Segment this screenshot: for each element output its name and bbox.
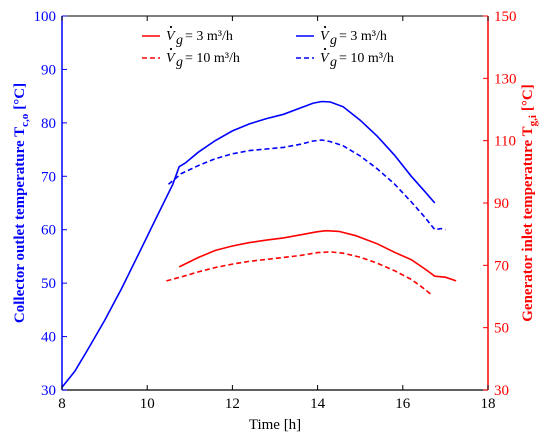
y-left-axis-title: Collector outlet temperature Tc,o [°C] (12, 83, 31, 323)
legend-symbol: V (166, 51, 176, 66)
y-left-tick-label: 60 (41, 223, 56, 239)
legend-symbol-dot (169, 25, 173, 29)
legend-symbol-sub: g (330, 33, 337, 48)
legend-symbol-sub: g (176, 33, 183, 48)
y-right-tick-label: 70 (494, 258, 509, 274)
y-right-axis-title: Generator inlet temperature Tg,i [°C] (520, 84, 539, 322)
legend-symbol-sub: g (330, 55, 337, 70)
y-right-axis-title-unit: [°C] (520, 84, 536, 111)
y-left-tick-label: 100 (34, 9, 57, 25)
legend-label: = 10 m³/h (339, 51, 394, 66)
y-left-tick-label: 70 (41, 169, 56, 185)
y-right-tick-label: 30 (494, 383, 509, 399)
series-line-4 (166, 251, 432, 295)
legend-symbol-sub: g (176, 55, 183, 70)
y-left-tick-label: 40 (41, 330, 56, 346)
ticks: 8 10 12 14 16 1830405060708090100305070901101… (34, 9, 517, 412)
series-line-1 (61, 100, 436, 388)
y-right-tick-label: 130 (494, 71, 517, 87)
legend-symbol-dot (323, 25, 327, 29)
x-tick-label: 12 (225, 396, 240, 412)
x-tick-label: 18 (481, 396, 496, 412)
y-left-tick-label: 80 (41, 116, 56, 132)
y-right-tick-label: 90 (494, 196, 509, 212)
x-tick-label: 10 (140, 396, 155, 412)
y-right-axis-title-sub: g,i (527, 115, 539, 126)
plot-lines (61, 100, 457, 388)
legend-symbol: V (320, 51, 330, 66)
legend-symbol-dot (323, 47, 327, 51)
legend-symbol: V (320, 29, 330, 44)
y-right-tick-label: 110 (494, 134, 516, 150)
y-left-axis-title-main: Collector outlet temperature T (12, 127, 28, 323)
x-tick-label: 16 (395, 396, 411, 412)
x-tick-label: 8 (58, 396, 66, 412)
y-left-axis-title-sub: c,o (19, 113, 31, 127)
y-left-tick-label: 50 (41, 276, 56, 292)
legend-label: = 10 m³/h (185, 51, 240, 66)
x-tick-label: 14 (310, 396, 326, 412)
y-right-tick-label: 50 (494, 321, 509, 337)
legend-label: = 3 m³/h (185, 29, 233, 44)
legend-label: = 3 m³/h (339, 29, 387, 44)
y-left-tick-label: 90 (41, 62, 56, 78)
axes (61, 15, 489, 391)
legend-symbol-dot (169, 47, 173, 51)
series-line-3 (178, 229, 457, 282)
y-left-axis-title-unit: [°C] (12, 83, 28, 110)
y-right-axis-title-main: Generator inlet temperature T (520, 126, 536, 321)
x-axis-title: Time [h] (249, 417, 301, 433)
y-left-tick-label: 30 (41, 383, 56, 399)
y-right-tick-label: 150 (494, 9, 517, 25)
series-line-2 (167, 139, 446, 231)
legend-symbol: V (166, 29, 176, 44)
